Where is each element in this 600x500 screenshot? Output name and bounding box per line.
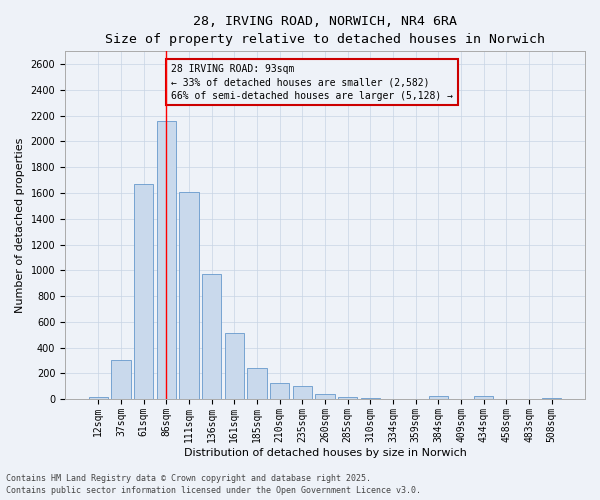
Bar: [542, 398, 562, 399]
Bar: [179, 192, 199, 399]
Title: 28, IRVING ROAD, NORWICH, NR4 6RA
Size of property relative to detached houses i: 28, IRVING ROAD, NORWICH, NR4 6RA Size o…: [105, 15, 545, 46]
Bar: [134, 184, 153, 399]
Y-axis label: Number of detached properties: Number of detached properties: [15, 138, 25, 313]
Bar: [474, 396, 493, 399]
Bar: [361, 398, 380, 399]
Bar: [293, 386, 312, 399]
Bar: [429, 396, 448, 399]
Text: 28 IRVING ROAD: 93sqm
← 33% of detached houses are smaller (2,582)
66% of semi-d: 28 IRVING ROAD: 93sqm ← 33% of detached …: [171, 64, 453, 100]
X-axis label: Distribution of detached houses by size in Norwich: Distribution of detached houses by size …: [184, 448, 466, 458]
Bar: [270, 383, 289, 399]
Bar: [247, 368, 266, 399]
Bar: [202, 274, 221, 399]
Bar: [338, 397, 358, 399]
Bar: [112, 360, 131, 399]
Bar: [157, 121, 176, 399]
Bar: [89, 396, 108, 399]
Text: Contains HM Land Registry data © Crown copyright and database right 2025.
Contai: Contains HM Land Registry data © Crown c…: [6, 474, 421, 495]
Bar: [316, 394, 335, 399]
Bar: [224, 334, 244, 399]
